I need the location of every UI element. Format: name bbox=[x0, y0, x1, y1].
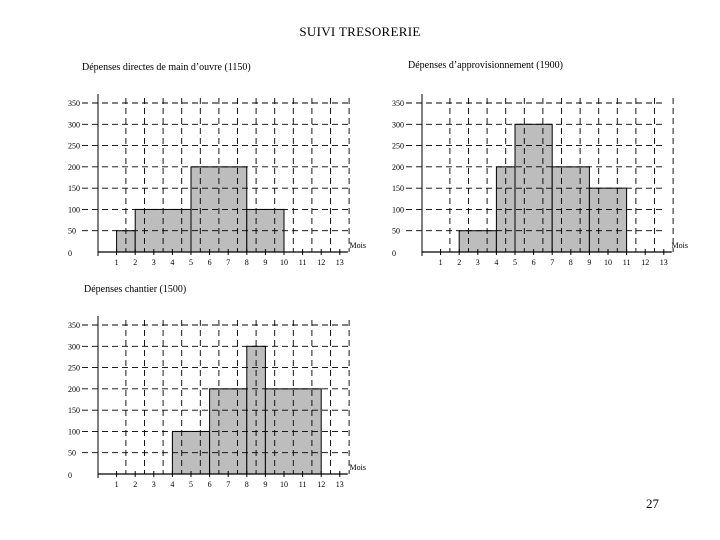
y-tick-label: 50 bbox=[68, 227, 76, 236]
y-tick-label: 250 bbox=[68, 364, 80, 373]
y-tick-label: 350 bbox=[68, 321, 80, 330]
y-tick-label: 200 bbox=[68, 163, 80, 172]
x-tick-label: 5 bbox=[189, 258, 193, 267]
x-tick-label: 1 bbox=[115, 258, 119, 267]
x-axis-label: Mois bbox=[350, 241, 366, 250]
x-tick-label: 9 bbox=[263, 258, 267, 267]
y-tick-label: 300 bbox=[68, 342, 80, 351]
y-tick-label: 50 bbox=[68, 449, 76, 458]
x-tick-label: 10 bbox=[604, 258, 612, 267]
y-tick-label: 150 bbox=[68, 406, 80, 415]
x-axis-label: Mois bbox=[672, 241, 688, 250]
y-tick-label: 350 bbox=[68, 99, 80, 108]
x-tick-label: 11 bbox=[299, 258, 307, 267]
x-tick-label: 6 bbox=[208, 480, 212, 489]
y-tick-label: 100 bbox=[392, 205, 404, 214]
x-tick-label: 13 bbox=[336, 258, 344, 267]
x-tick-label: 12 bbox=[641, 258, 649, 267]
x-tick-label: 2 bbox=[133, 480, 137, 489]
x-tick-label: 10 bbox=[280, 480, 288, 489]
x-tick-label: 4 bbox=[170, 258, 174, 267]
x-tick-label: 5 bbox=[189, 480, 193, 489]
x-tick-label: 3 bbox=[152, 480, 156, 489]
bar-step-4 bbox=[588, 187, 628, 253]
x-tick-label: 11 bbox=[623, 258, 631, 267]
bar-step-0 bbox=[458, 230, 497, 253]
y-tick-label: 0 bbox=[392, 249, 396, 258]
y-tick-label: 150 bbox=[68, 184, 80, 193]
x-tick-label: 12 bbox=[317, 258, 325, 267]
x-tick-label: 4 bbox=[170, 480, 174, 489]
y-tick-label: 200 bbox=[68, 385, 80, 394]
chart-title-labor: Dépenses directes de main d’ouvre (1150) bbox=[82, 62, 251, 73]
x-axis-label: Mois bbox=[350, 463, 366, 472]
y-tick-label: 250 bbox=[68, 142, 80, 151]
x-tick-label: 11 bbox=[299, 480, 307, 489]
x-tick-label: 7 bbox=[550, 258, 554, 267]
x-tick-label: 7 bbox=[226, 258, 230, 267]
x-tick-label: 2 bbox=[133, 258, 137, 267]
y-tick-label: 100 bbox=[68, 427, 80, 436]
x-tick-label: 5 bbox=[513, 258, 517, 267]
x-tick-label: 7 bbox=[226, 480, 230, 489]
x-tick-label: 8 bbox=[569, 258, 573, 267]
x-tick-label: 6 bbox=[532, 258, 536, 267]
x-tick-label: 2 bbox=[457, 258, 461, 267]
y-tick-label: 300 bbox=[392, 120, 404, 129]
x-tick-label: 1 bbox=[439, 258, 443, 267]
x-tick-label: 13 bbox=[660, 258, 668, 267]
y-tick-label: 350 bbox=[392, 99, 404, 108]
y-tick-label: 300 bbox=[68, 120, 80, 129]
x-tick-label: 10 bbox=[280, 258, 288, 267]
x-tick-label: 9 bbox=[587, 258, 591, 267]
page-title: SUIVI TRESORERIE bbox=[299, 24, 421, 39]
y-tick-label: 100 bbox=[68, 205, 80, 214]
y-tick-label: 0 bbox=[68, 249, 72, 258]
x-tick-label: 12 bbox=[317, 480, 325, 489]
y-tick-label: 200 bbox=[392, 163, 404, 172]
page-number: 27 bbox=[646, 496, 659, 511]
y-tick-label: 250 bbox=[392, 142, 404, 151]
y-tick-label: 0 bbox=[68, 471, 72, 480]
x-tick-label: 3 bbox=[476, 258, 480, 267]
x-tick-label: 4 bbox=[494, 258, 498, 267]
x-tick-label: 1 bbox=[115, 480, 119, 489]
x-tick-label: 6 bbox=[208, 258, 212, 267]
chart-title-supply: Dépenses d’approvisionnement (1900) bbox=[408, 60, 563, 71]
y-tick-label: 150 bbox=[392, 184, 404, 193]
x-tick-label: 3 bbox=[152, 258, 156, 267]
x-tick-label: 8 bbox=[245, 480, 249, 489]
y-tick-label: 50 bbox=[392, 227, 400, 236]
x-tick-label: 8 bbox=[245, 258, 249, 267]
x-tick-label: 13 bbox=[336, 480, 344, 489]
x-tick-label: 9 bbox=[263, 480, 267, 489]
chart-title-site: Dépenses chantier (1500) bbox=[84, 284, 187, 295]
